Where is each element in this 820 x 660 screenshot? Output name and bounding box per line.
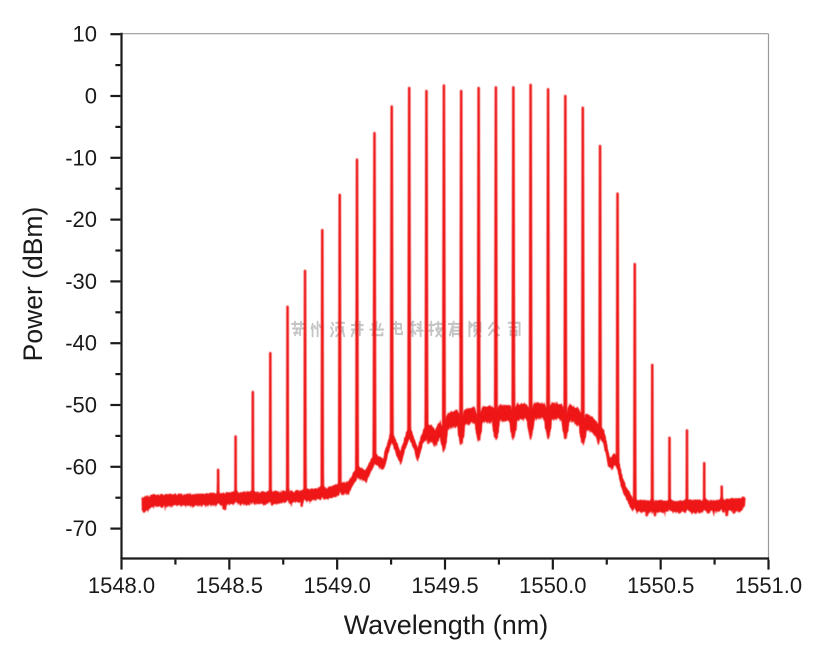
svg-text:Wavelength (nm): Wavelength (nm) [344, 610, 549, 640]
svg-text:-60: -60 [65, 454, 97, 479]
svg-text:-10: -10 [65, 145, 97, 170]
svg-text:1549.5: 1549.5 [411, 573, 478, 598]
svg-text:1551.0: 1551.0 [735, 573, 802, 598]
svg-text:0: 0 [85, 84, 97, 109]
svg-text:1548.0: 1548.0 [88, 573, 155, 598]
svg-text:-40: -40 [65, 331, 97, 356]
svg-text:1550.0: 1550.0 [519, 573, 586, 598]
svg-text:1548.5: 1548.5 [196, 573, 263, 598]
svg-text:-20: -20 [65, 207, 97, 232]
svg-text:Power (dBm): Power (dBm) [18, 207, 48, 362]
svg-text:-50: -50 [65, 393, 97, 418]
svg-text:1549.0: 1549.0 [304, 573, 371, 598]
svg-text:-30: -30 [65, 269, 97, 294]
svg-text:1550.5: 1550.5 [627, 573, 694, 598]
svg-text:10: 10 [73, 22, 97, 47]
svg-text:-70: -70 [65, 516, 97, 541]
